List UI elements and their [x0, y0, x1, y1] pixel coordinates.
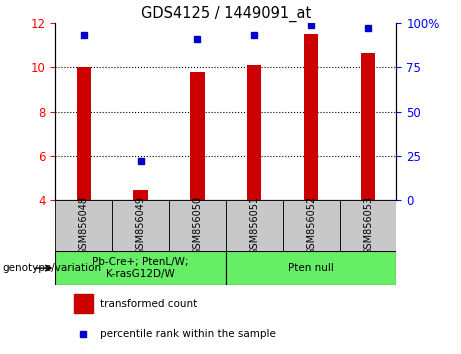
Text: transformed count: transformed count: [100, 299, 197, 309]
Text: GSM856048: GSM856048: [79, 196, 89, 255]
Bar: [361, 53, 375, 200]
FancyBboxPatch shape: [226, 200, 283, 251]
Bar: [190, 72, 205, 200]
Bar: [74, 295, 93, 313]
Bar: [134, 190, 148, 200]
Text: Pten null: Pten null: [288, 263, 334, 273]
Text: genotype/variation: genotype/variation: [2, 263, 101, 273]
Text: GSM856050: GSM856050: [192, 196, 202, 255]
FancyBboxPatch shape: [340, 200, 396, 251]
Bar: [77, 67, 91, 200]
Title: GDS4125 / 1449091_at: GDS4125 / 1449091_at: [141, 5, 311, 22]
Bar: [304, 34, 318, 200]
FancyBboxPatch shape: [112, 200, 169, 251]
Text: Pb-Cre+; PtenL/W;
K-rasG12D/W: Pb-Cre+; PtenL/W; K-rasG12D/W: [92, 257, 189, 279]
Text: GSM856053: GSM856053: [363, 196, 373, 255]
Text: percentile rank within the sample: percentile rank within the sample: [100, 329, 276, 339]
Text: GSM856049: GSM856049: [136, 196, 146, 255]
FancyBboxPatch shape: [55, 200, 112, 251]
Bar: [247, 65, 261, 200]
FancyBboxPatch shape: [283, 200, 340, 251]
FancyBboxPatch shape: [226, 251, 396, 285]
Text: GSM856052: GSM856052: [306, 196, 316, 255]
FancyBboxPatch shape: [55, 251, 226, 285]
Text: GSM856051: GSM856051: [249, 196, 260, 255]
FancyBboxPatch shape: [169, 200, 226, 251]
